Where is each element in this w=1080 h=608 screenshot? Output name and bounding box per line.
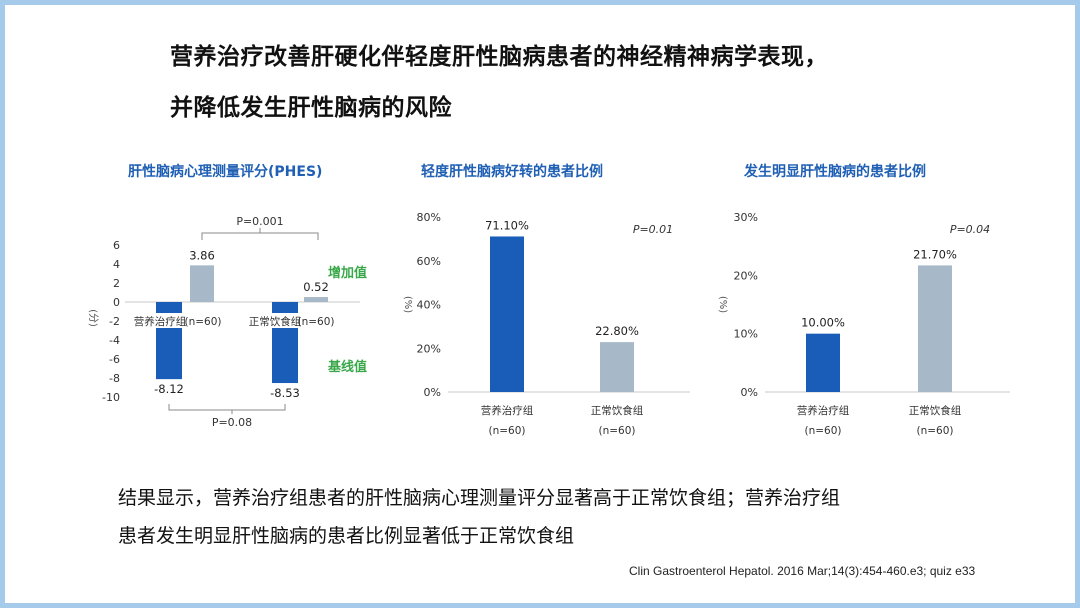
chart2-category-label: 营养治疗组 (481, 404, 534, 417)
chart1-series-label-baseline: 基线值 (327, 359, 367, 375)
chart1-label-increase: 0.52 (303, 280, 329, 294)
chart3-ylabel: (%) (717, 296, 728, 313)
chart1-category-n: (n=60) (297, 316, 334, 328)
chart2-ytick: 40% (417, 299, 441, 312)
chart3-ytick: 30% (734, 211, 758, 224)
chart3-p-value: P=0.04 (950, 223, 990, 236)
chart1-label-baseline: -8.53 (270, 386, 300, 400)
chart1-ytick: 2 (113, 277, 120, 290)
chart3-title: 发生明显肝性脑病的患者比例 (744, 164, 926, 180)
chart1-title: 肝性脑病心理测量评分(PHES) (128, 164, 323, 180)
chart1-ytick: 4 (113, 258, 120, 271)
chart1-ytick: -2 (109, 315, 120, 328)
chart2-data-label: 22.80% (595, 324, 639, 338)
chart1-category-n: (n=60) (184, 316, 221, 328)
chart1-label-baseline: -8.12 (154, 382, 184, 396)
chart1-ytick: 6 (113, 239, 120, 252)
chart1-ylabel: (分) (87, 309, 99, 327)
chart3-category-n: (n=60) (916, 425, 953, 437)
chart1-ytick: -10 (102, 391, 120, 404)
chart2-category-n: (n=60) (598, 425, 635, 437)
chart1-p-bottom: P=0.08 (212, 416, 252, 429)
chart1-category-label: 营养治疗组 (134, 315, 187, 328)
chart3-bar (806, 333, 840, 392)
chart3-ytick: 10% (734, 328, 758, 341)
chart2-ylabel: (%) (402, 296, 413, 313)
chart1-category-bg (245, 313, 307, 328)
chart3-data-label: 21.70% (913, 247, 957, 261)
result-text-line1: 结果显示，营养治疗组患者的肝性脑病心理测量评分显著高于正常饮食组；营养治疗组 (118, 487, 841, 509)
citation: Clin Gastroenterol Hepatol. 2016 Mar;14(… (629, 564, 976, 578)
chart1-category-label: 正常饮食组 (249, 315, 302, 328)
chart2-ytick: 80% (417, 211, 441, 224)
chart3-category-n: (n=60) (804, 425, 841, 437)
chart2-bar (600, 342, 634, 392)
chart2-title: 轻度肝性脑病好转的患者比例 (421, 164, 603, 180)
chart1-ytick: 0 (113, 296, 120, 309)
chart1-bracket-bottom (168, 404, 286, 411)
chart2-ytick: 20% (417, 342, 441, 355)
slide-title-line2: 并降低发生肝性脑病的风险 (170, 95, 452, 121)
chart1-bracket-top (201, 232, 319, 240)
slide-title-line1: 营养治疗改善肝硬化伴轻度肝性脑病患者的神经精神病学表现， (170, 44, 828, 70)
chart3-category-label: 营养治疗组 (797, 404, 850, 417)
chart3-category-label: 正常饮食组 (909, 404, 962, 417)
chart1-ytick: -8 (109, 372, 120, 385)
chart3-bar (918, 265, 952, 392)
chart1-category-bg (130, 313, 192, 328)
chart2-bar (490, 236, 524, 392)
chart1-p-top: P=0.001 (236, 215, 283, 228)
chart2-p-value: P=0.01 (633, 223, 673, 236)
chart1-bar-increase (190, 265, 214, 302)
chart3-data-label: 10.00% (801, 316, 845, 330)
chart1-ytick: -4 (109, 334, 120, 347)
chart1-label-increase: 3.86 (189, 248, 215, 262)
chart2-category-n: (n=60) (488, 425, 525, 437)
chart1-ytick: -6 (109, 353, 120, 366)
chart2-data-label: 71.10% (485, 218, 529, 232)
chart3-ytick: 0% (741, 386, 758, 399)
chart2-ytick: 0% (424, 386, 441, 399)
chart1-series-label-increase: 增加值 (328, 265, 367, 281)
chart2-category-label: 正常饮食组 (591, 404, 644, 417)
chart1-bar-increase (304, 297, 328, 302)
result-text-line2: 患者发生明显肝性脑病的患者比例显著低于正常饮食组 (118, 525, 575, 547)
chart3-ytick: 20% (734, 269, 758, 282)
chart2-ytick: 60% (417, 255, 441, 268)
